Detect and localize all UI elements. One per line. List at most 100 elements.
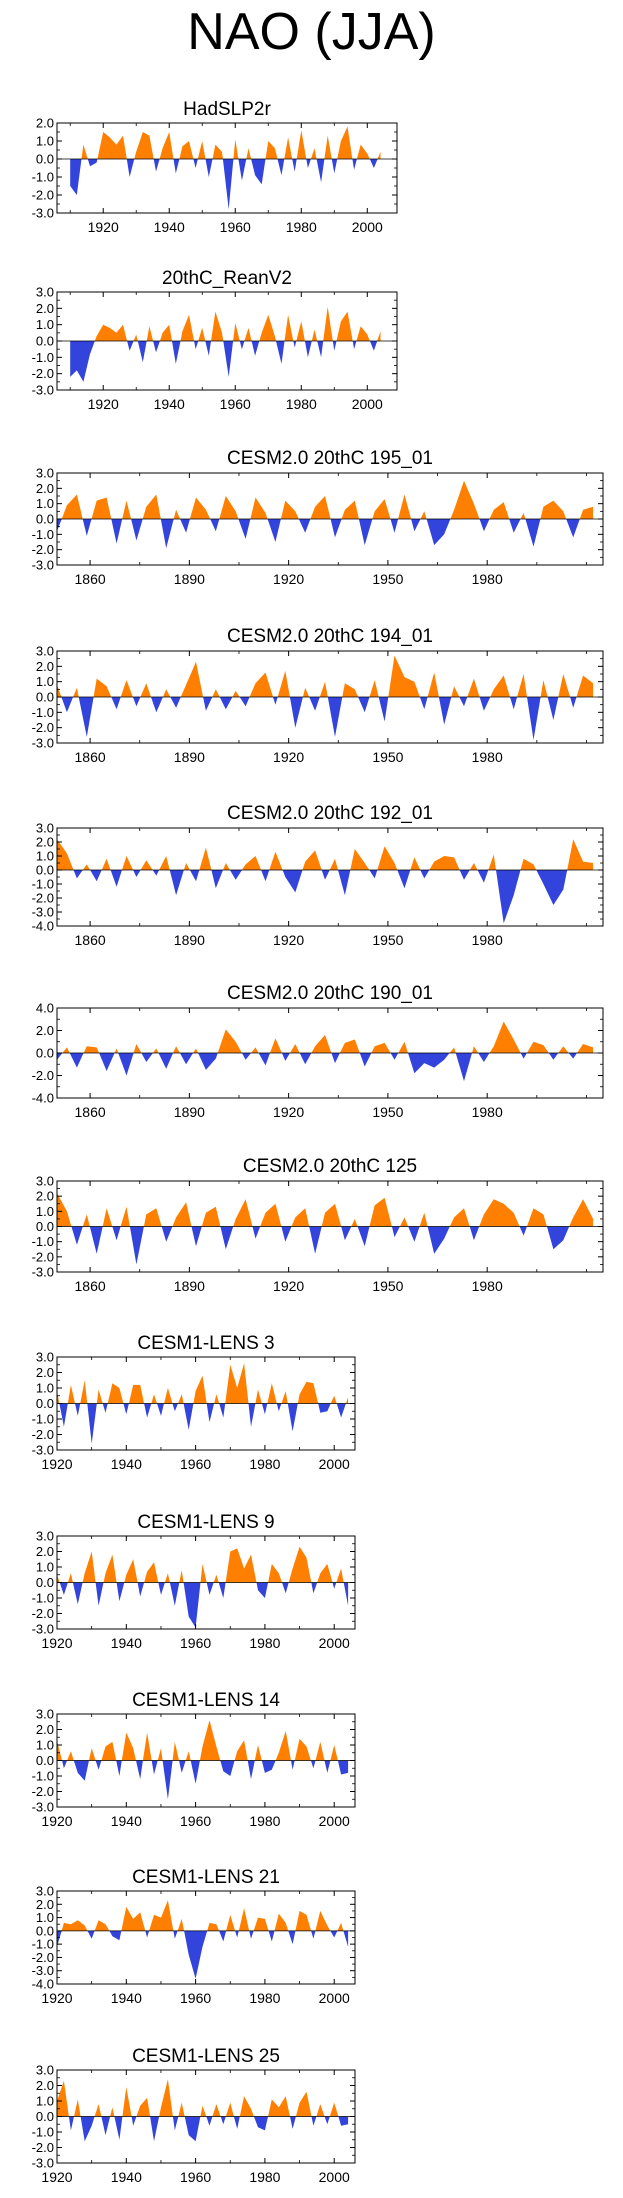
panel-8: CESM1-LENS 3 3.02.01.00.0-1.0-2.0-3.01920… xyxy=(32,1333,356,1472)
y-tick-label: 2.0 xyxy=(36,1365,54,1380)
panel-title: CESM2.0 20thC 190_01 xyxy=(227,983,433,1004)
data-point xyxy=(153,1774,154,1775)
data-point xyxy=(344,1042,345,1043)
data-point xyxy=(583,509,584,510)
y-tick-label: -2.0 xyxy=(32,542,54,557)
data-point xyxy=(313,2125,314,2126)
data-point xyxy=(334,1744,335,1745)
data-point xyxy=(285,2096,286,2097)
data-point xyxy=(195,349,196,350)
data-point xyxy=(414,681,415,682)
y-tick-label: 0.0 xyxy=(36,1575,54,1590)
data-point xyxy=(188,140,189,141)
data-point xyxy=(156,712,157,713)
y-tick-label: 1.0 xyxy=(36,1204,54,1219)
data-point xyxy=(306,1914,307,1915)
data-point xyxy=(364,862,365,863)
data-point xyxy=(133,1384,134,1385)
data-point xyxy=(162,148,163,149)
data-point xyxy=(314,329,315,330)
data-point xyxy=(188,314,189,315)
data-point xyxy=(209,1422,210,1423)
data-point xyxy=(63,1768,64,1769)
y-tick-label: 3.0 xyxy=(36,2063,54,2078)
y-tick-label: 0.0 xyxy=(36,512,54,527)
data-point xyxy=(493,854,494,855)
data-point xyxy=(255,175,256,176)
data-point xyxy=(299,1738,300,1739)
data-point xyxy=(112,1741,113,1742)
data-point xyxy=(126,680,127,681)
x-tick-label: 1920 xyxy=(88,219,119,235)
negative-area xyxy=(68,2116,349,2142)
data-point xyxy=(473,1240,474,1241)
data-point xyxy=(160,1415,161,1416)
x-tick-label: 2000 xyxy=(319,1635,350,1651)
x-tick-label: 1940 xyxy=(111,1635,142,1651)
x-tick-label: 1920 xyxy=(273,749,304,765)
data-point xyxy=(119,2139,120,2140)
data-point xyxy=(195,1391,196,1392)
negative-area xyxy=(57,1930,349,1979)
x-tick-label: 1940 xyxy=(154,396,185,412)
data-point xyxy=(112,1554,113,1555)
data-point xyxy=(295,892,296,893)
y-tick-label: 0.0 xyxy=(36,334,54,349)
data-point xyxy=(444,724,445,725)
data-point xyxy=(216,1924,217,1925)
y-tick-label: -3.0 xyxy=(32,558,54,573)
data-point xyxy=(176,707,177,708)
y-tick-label: 2.0 xyxy=(36,481,54,496)
y-tick-label: 0.0 xyxy=(36,1046,54,1061)
data-point xyxy=(434,672,435,673)
data-point xyxy=(255,1238,256,1239)
data-point xyxy=(136,334,137,335)
data-point xyxy=(166,689,167,690)
data-point xyxy=(306,1746,307,1747)
data-point xyxy=(513,1039,514,1040)
data-point xyxy=(424,511,425,512)
data-point xyxy=(314,148,315,149)
data-point xyxy=(166,855,167,856)
positive-area xyxy=(57,1720,338,1761)
data-point xyxy=(281,363,282,364)
data-point xyxy=(434,861,435,862)
data-point xyxy=(225,1249,226,1250)
data-point xyxy=(77,2099,78,2100)
x-tick-label: 1980 xyxy=(472,1104,503,1120)
data-point xyxy=(327,1411,328,1412)
data-point xyxy=(553,1249,554,1250)
x-tick-label: 1960 xyxy=(180,1813,211,1829)
data-point xyxy=(543,1045,544,1046)
data-point xyxy=(202,327,203,328)
data-point xyxy=(364,545,365,546)
data-point xyxy=(354,500,355,501)
data-point xyxy=(202,1375,203,1376)
y-tick-label: -3.0 xyxy=(32,1265,54,1280)
data-point xyxy=(264,2130,265,2131)
data-point xyxy=(202,1746,203,1747)
data-point xyxy=(523,512,524,513)
data-point xyxy=(344,1240,345,1241)
data-point xyxy=(348,1946,349,1947)
data-point xyxy=(182,331,183,332)
y-tick-label: 3.0 xyxy=(36,1884,54,1899)
data-point xyxy=(91,1443,92,1444)
data-point xyxy=(209,2125,210,2126)
data-point xyxy=(285,1922,286,1923)
data-point xyxy=(292,1431,293,1432)
positive-area xyxy=(62,1021,594,1053)
data-point xyxy=(444,1059,445,1060)
data-point xyxy=(404,494,405,495)
y-tick-label: 2.0 xyxy=(36,1023,54,1038)
data-point xyxy=(593,1218,594,1219)
data-point xyxy=(181,1772,182,1773)
data-point xyxy=(305,1064,306,1065)
data-point xyxy=(181,1394,182,1395)
data-point xyxy=(543,680,544,681)
y-tick-label: -1.0 xyxy=(32,350,54,365)
data-point xyxy=(235,690,236,691)
data-point xyxy=(305,1208,306,1209)
data-point xyxy=(373,350,374,351)
data-point xyxy=(380,151,381,152)
